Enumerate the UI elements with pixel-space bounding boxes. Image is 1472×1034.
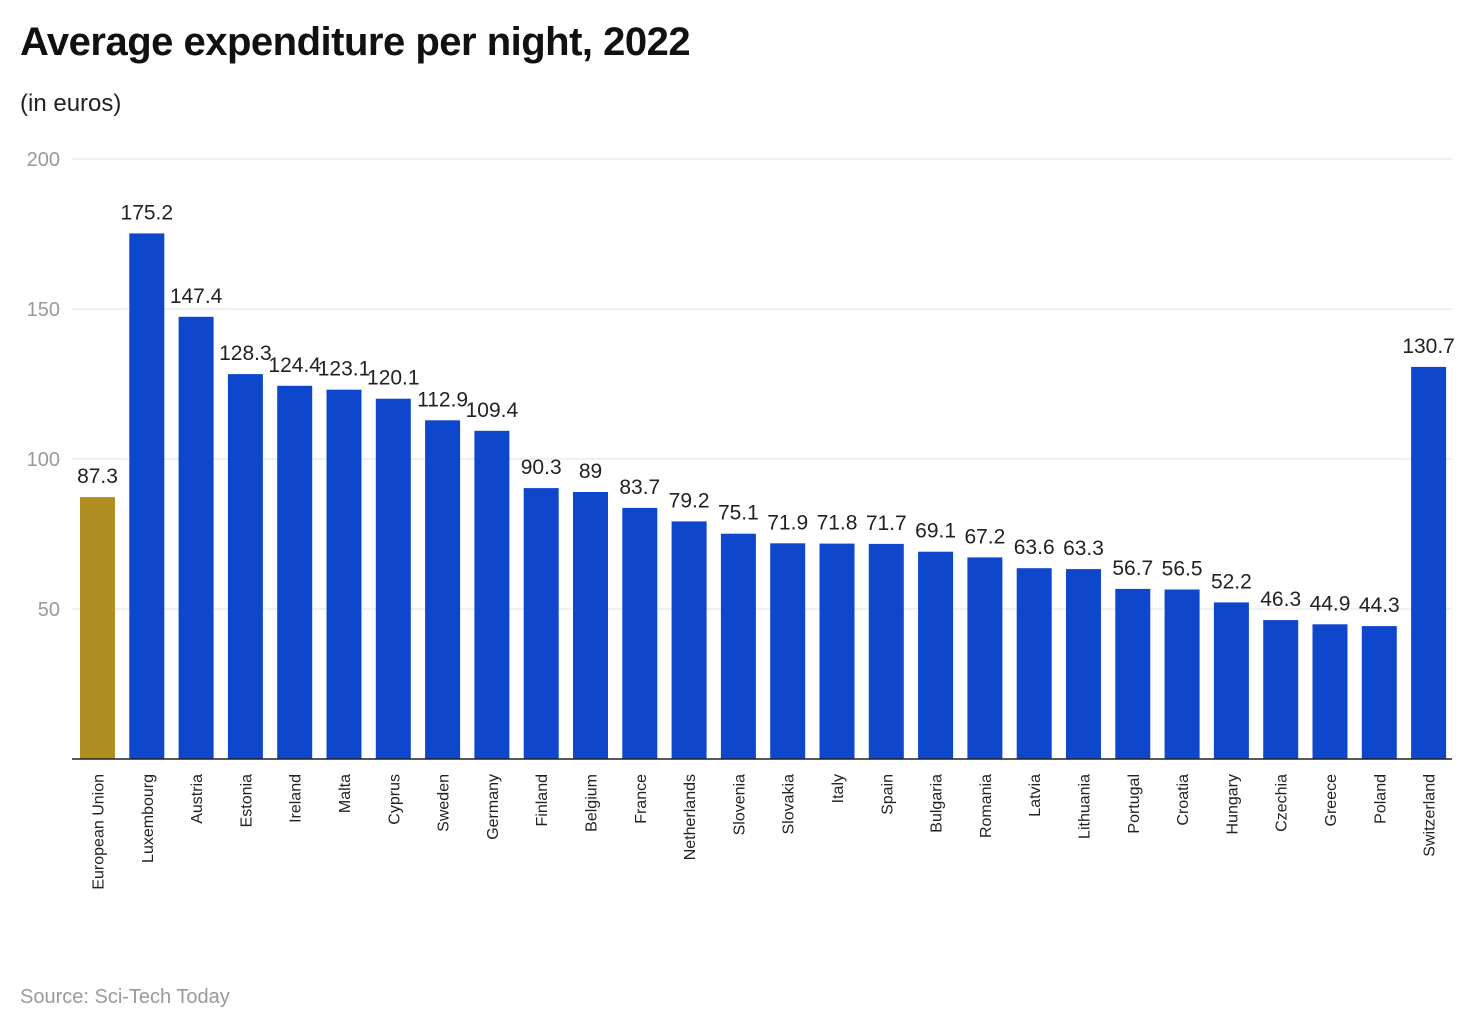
data-label: 44.9 (1310, 592, 1351, 615)
bar (918, 551, 954, 759)
category-label: Latvia (1027, 774, 1044, 817)
data-label: 130.7 (1402, 335, 1455, 358)
source-note: Source: Sci-Tech Today (20, 986, 230, 1008)
data-label: 147.4 (170, 285, 223, 308)
category-label: Germany (485, 774, 502, 840)
bar (80, 497, 115, 759)
y-tick-label: 200 (27, 149, 60, 171)
category-label: Hungary (1224, 774, 1241, 834)
category-label: European Union (91, 774, 108, 890)
data-label: 120.1 (367, 367, 420, 390)
chart-title: Average expenditure per night, 2022 (20, 20, 691, 64)
data-label: 67.2 (964, 525, 1005, 548)
data-label: 128.3 (219, 342, 272, 365)
bar (523, 488, 559, 759)
data-label: 109.4 (466, 399, 519, 422)
category-label: Austria (189, 774, 206, 824)
category-label: Switzerland (1422, 774, 1439, 857)
bar (1312, 624, 1348, 759)
data-label: 63.6 (1014, 536, 1055, 559)
bar (425, 420, 461, 759)
bar (720, 533, 756, 759)
data-label: 112.9 (417, 388, 468, 411)
category-label: Romania (978, 774, 995, 838)
bar (1066, 569, 1101, 759)
category-label: Bulgaria (929, 774, 946, 833)
data-label: 69.1 (915, 520, 956, 543)
bar (474, 430, 510, 759)
bar (1213, 602, 1249, 759)
data-label: 52.2 (1211, 570, 1252, 593)
bar (277, 385, 313, 759)
category-label: Spain (879, 774, 896, 815)
y-tick-label: 50 (38, 599, 60, 621)
y-tick-labels: 50 100 150 200 (27, 149, 60, 621)
bar (868, 543, 904, 759)
category-label: Greece (1323, 774, 1340, 827)
bar (1361, 626, 1397, 759)
bar (622, 507, 658, 759)
category-label: Poland (1372, 774, 1389, 824)
bar (1164, 589, 1200, 759)
bar (129, 233, 165, 759)
data-label: 123.1 (318, 358, 371, 381)
category-label: Sweden (436, 774, 453, 832)
bar (671, 521, 707, 759)
y-tick-label: 150 (27, 299, 60, 321)
bar (375, 398, 411, 759)
data-label: 90.3 (521, 456, 562, 479)
bar (967, 557, 1003, 759)
data-label: 87.3 (77, 465, 118, 488)
bar (1411, 366, 1447, 759)
category-label: Italy (830, 774, 847, 803)
category-label: Malta (337, 774, 354, 813)
bar (770, 543, 806, 759)
category-label: France (633, 774, 650, 824)
bar (1115, 588, 1151, 759)
data-label: 79.2 (669, 489, 710, 512)
data-label: 71.9 (767, 511, 808, 534)
bar (573, 492, 608, 759)
bars (80, 233, 1447, 759)
category-labels: European Union Luxembourg Austria Estonia Ir… (91, 774, 1439, 890)
bar (819, 543, 855, 759)
category-label: Netherlands (682, 774, 699, 860)
data-label: 71.7 (866, 512, 907, 535)
chart-subtitle: (in euros) (20, 90, 122, 117)
data-label: 44.3 (1359, 594, 1400, 617)
bar (1263, 620, 1299, 759)
data-label: 175.2 (121, 201, 174, 224)
bar (178, 316, 214, 759)
category-label: Slovenia (731, 774, 748, 835)
category-label: Czechia (1274, 774, 1291, 832)
data-label: 83.7 (619, 476, 660, 499)
value-labels: 87.3175.2147.4128.3124.4123.1120.1112.91… (77, 201, 1455, 617)
data-label: 63.3 (1063, 537, 1104, 560)
data-label: 124.4 (268, 354, 321, 377)
bar (227, 374, 263, 759)
category-label: Slovakia (781, 774, 798, 835)
data-label: 46.3 (1260, 588, 1301, 611)
data-label: 56.5 (1162, 558, 1203, 581)
category-label: Estonia (238, 774, 255, 827)
category-label: Lithuania (1077, 774, 1094, 839)
y-tick-label: 100 (27, 449, 60, 471)
category-label: Croatia (1175, 774, 1192, 826)
data-label: 71.8 (817, 512, 858, 535)
data-label: 75.1 (718, 502, 759, 525)
category-label: Finland (534, 774, 551, 826)
category-label: Cyprus (386, 774, 403, 825)
bar-chart: 50 100 150 200 87.3 175.2 147.4 128.3124.4123.… (27, 149, 1455, 890)
data-label: 89 (579, 460, 602, 483)
category-label: Belgium (584, 774, 601, 832)
bar (1016, 568, 1052, 759)
category-label: Ireland (288, 774, 305, 823)
category-label: Portugal (1126, 774, 1143, 834)
category-label: Luxembourg (140, 774, 157, 863)
bar (326, 389, 362, 759)
data-label: 56.7 (1112, 557, 1153, 580)
